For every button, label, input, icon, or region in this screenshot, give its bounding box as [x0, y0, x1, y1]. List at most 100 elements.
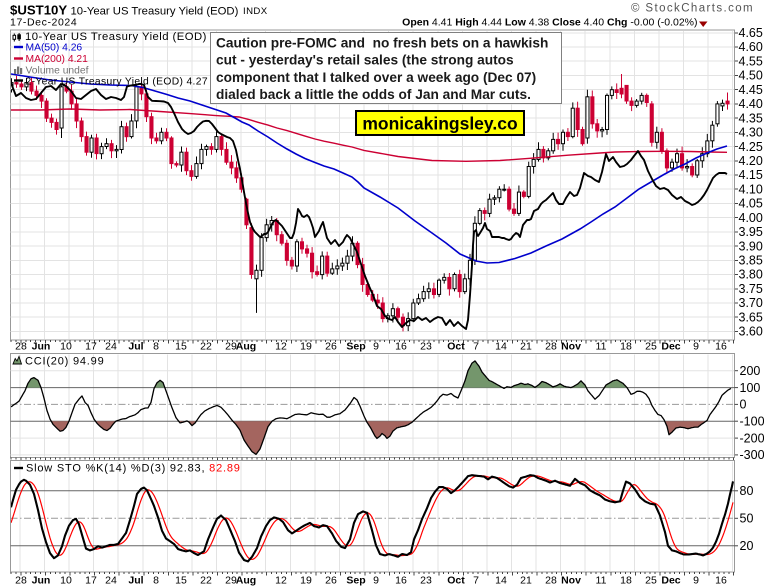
svg-text:15: 15	[175, 575, 187, 587]
svg-text:20: 20	[740, 539, 754, 553]
svg-text:15: 15	[175, 341, 187, 353]
svg-text:0: 0	[740, 398, 747, 412]
svg-text:24: 24	[105, 575, 117, 587]
svg-text:Jul: Jul	[128, 575, 143, 587]
svg-text:11: 11	[596, 341, 607, 353]
svg-text:9: 9	[373, 341, 379, 353]
svg-text:11: 11	[596, 575, 607, 587]
svg-text:19: 19	[300, 575, 312, 587]
svg-text:16: 16	[715, 341, 727, 353]
svg-text:200: 200	[740, 364, 761, 378]
svg-text:-100: -100	[740, 414, 764, 428]
svg-text:50: 50	[740, 512, 754, 526]
svg-text:3.90: 3.90	[739, 239, 763, 253]
svg-text:22: 22	[200, 575, 212, 587]
svg-text:12: 12	[275, 575, 287, 587]
svg-text:29: 29	[225, 575, 237, 587]
svg-text:2-Year US Treasury Yield (EOD): 2-Year US Treasury Yield (EOD) 4.27	[26, 77, 208, 88]
svg-text:Nov: Nov	[561, 341, 581, 353]
svg-text:25: 25	[645, 575, 657, 587]
svg-text:10: 10	[60, 341, 72, 353]
svg-text:26: 26	[325, 575, 337, 587]
svg-text:21: 21	[520, 575, 532, 587]
svg-text:Volume undef: Volume undef	[26, 66, 89, 77]
svg-text:Jun: Jun	[32, 341, 51, 353]
svg-text:17: 17	[85, 575, 97, 587]
svg-text:3.95: 3.95	[739, 225, 763, 239]
svg-text:Slow STO %K(14) %D(3) 92.83, 8: Slow STO %K(14) %D(3) 92.83, 82.89	[26, 463, 241, 475]
svg-text:Dec: Dec	[661, 575, 680, 587]
svg-text:component that I talked over a: component that I talked over a week ago …	[216, 70, 536, 85]
svg-text:28: 28	[545, 341, 557, 353]
svg-text:Caution pre-FOMC and no fresh: Caution pre-FOMC and no fresh bets on a …	[216, 36, 548, 51]
svg-text:INDX: INDX	[243, 6, 268, 17]
svg-text:Open 4.41 High 4.44 Low 4.38 C: Open 4.41 High 4.44 Low 4.38 Close 4.40 …	[402, 17, 697, 29]
svg-text:10: 10	[60, 575, 72, 587]
svg-text:29: 29	[225, 341, 237, 353]
svg-text:17-Dec-2024: 17-Dec-2024	[10, 17, 77, 29]
svg-text:16: 16	[395, 575, 407, 587]
svg-text:CCI(20) 94.99: CCI(20) 94.99	[25, 356, 105, 368]
svg-text:17: 17	[85, 341, 97, 353]
svg-text:MA(50) 4.26: MA(50) 4.26	[26, 43, 83, 54]
svg-text:4.60: 4.60	[739, 40, 763, 54]
svg-text:9: 9	[373, 575, 379, 587]
svg-text:cut - yesterday's retail sales: cut - yesterday's retail sales (the stro…	[216, 53, 514, 68]
svg-text:8: 8	[153, 341, 159, 353]
svg-text:26: 26	[325, 341, 337, 353]
svg-text:3.75: 3.75	[739, 282, 763, 296]
svg-text:9: 9	[693, 341, 699, 353]
svg-text:Aug: Aug	[236, 341, 256, 353]
svg-text:23: 23	[420, 341, 432, 353]
svg-text:monicakingsley.co: monicakingsley.co	[362, 114, 517, 134]
svg-text:80: 80	[740, 484, 754, 498]
svg-text:4.45: 4.45	[739, 83, 763, 97]
svg-text:Dec: Dec	[661, 341, 680, 353]
svg-text:dialed back a little the odds: dialed back a little the odds of Jan and…	[216, 87, 531, 102]
svg-text:19: 19	[300, 341, 312, 353]
svg-text:Sep: Sep	[346, 341, 365, 353]
svg-text:28: 28	[15, 341, 27, 353]
svg-text:10-Year US Treasury Yield (EOD: 10-Year US Treasury Yield (EOD)	[25, 31, 207, 43]
svg-text:18: 18	[620, 575, 632, 587]
svg-text:-300: -300	[740, 448, 764, 462]
svg-text:Jun: Jun	[32, 575, 51, 587]
svg-text:18: 18	[620, 341, 632, 353]
svg-text:4.55: 4.55	[739, 54, 763, 68]
svg-text:9: 9	[693, 575, 699, 587]
svg-text:4.05: 4.05	[739, 197, 763, 211]
svg-text:10-Year US Treasury Yield (EOD: 10-Year US Treasury Yield (EOD)	[71, 6, 239, 18]
svg-text:3.85: 3.85	[739, 254, 763, 268]
svg-text:24: 24	[105, 341, 117, 353]
svg-text:$UST10Y: $UST10Y	[10, 3, 67, 18]
svg-text:4.00: 4.00	[739, 211, 763, 225]
svg-text:4.40: 4.40	[739, 97, 763, 111]
svg-text:4.25: 4.25	[739, 140, 763, 154]
svg-text:4.35: 4.35	[739, 111, 763, 125]
svg-text:3.65: 3.65	[739, 310, 763, 324]
svg-text:4.50: 4.50	[739, 69, 763, 83]
svg-text:23: 23	[420, 575, 432, 587]
svg-text:3.70: 3.70	[739, 296, 763, 310]
svg-text:-200: -200	[740, 431, 764, 445]
svg-text:4.10: 4.10	[739, 182, 763, 196]
svg-text:21: 21	[520, 341, 532, 353]
svg-text:4.15: 4.15	[739, 168, 763, 182]
svg-text:14: 14	[495, 341, 507, 353]
svg-text:25: 25	[645, 341, 657, 353]
svg-text:3.80: 3.80	[739, 268, 763, 282]
svg-text:12: 12	[275, 341, 287, 353]
svg-text:4.65: 4.65	[739, 26, 763, 40]
svg-text:Jul: Jul	[128, 341, 143, 353]
svg-text:14: 14	[495, 575, 507, 587]
svg-text:28: 28	[545, 575, 557, 587]
svg-text:Oct: Oct	[447, 341, 465, 353]
svg-text:22: 22	[200, 341, 212, 353]
svg-text:7: 7	[473, 575, 479, 587]
svg-text:100: 100	[740, 381, 761, 395]
svg-text:Aug: Aug	[236, 575, 256, 587]
svg-text:Oct: Oct	[447, 575, 465, 587]
svg-text:7: 7	[473, 341, 479, 353]
svg-text:28: 28	[15, 575, 27, 587]
svg-text:4.30: 4.30	[739, 126, 763, 140]
